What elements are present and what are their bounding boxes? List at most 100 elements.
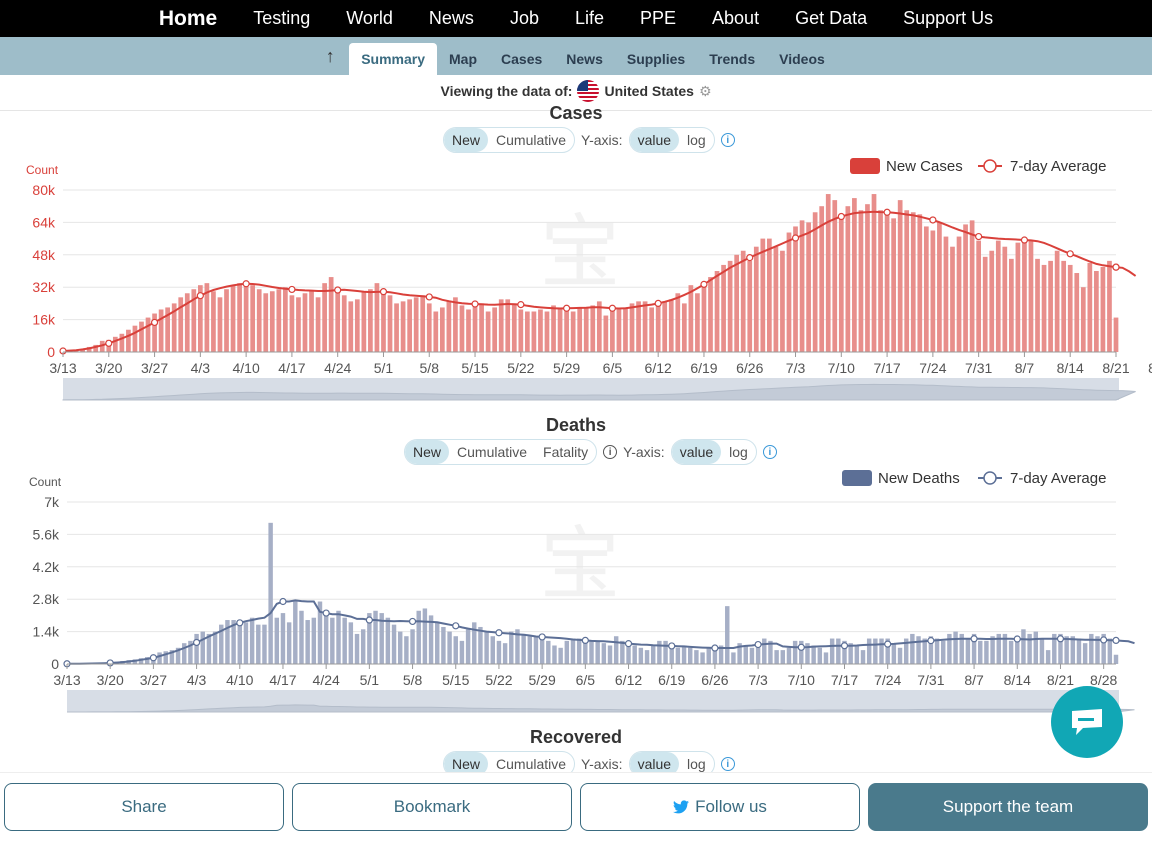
average-point[interactable] [746,254,754,262]
bar[interactable] [866,638,872,664]
bar[interactable] [564,309,569,352]
bar[interactable] [576,638,582,664]
bar[interactable] [527,636,533,664]
bar[interactable] [740,250,746,352]
bar[interactable] [891,218,896,352]
bar[interactable] [1008,258,1014,352]
bar[interactable] [1021,629,1026,664]
bar[interactable] [743,645,748,664]
bar[interactable] [632,645,637,664]
topnav-ppe[interactable]: PPE [640,8,677,28]
bar[interactable] [387,295,393,352]
average-point[interactable] [754,640,762,649]
bar[interactable] [511,303,517,352]
bar[interactable] [410,629,415,664]
bar[interactable] [163,651,168,664]
bar[interactable] [330,617,335,664]
bar[interactable] [472,622,477,664]
bar[interactable] [971,633,977,664]
bar[interactable] [381,291,386,352]
bar[interactable] [182,643,187,664]
tab-videos[interactable]: Videos [779,51,825,67]
bar[interactable] [217,297,223,352]
bar[interactable] [379,613,384,664]
topnav-about[interactable]: About [712,8,760,28]
bar[interactable] [990,636,995,664]
bar[interactable] [829,638,835,664]
bar[interactable] [219,624,224,664]
bar[interactable] [459,305,465,352]
bar[interactable] [601,643,607,664]
bar[interactable] [595,640,600,664]
bar[interactable] [484,631,489,664]
bar[interactable] [237,283,242,352]
bar[interactable] [688,285,694,352]
bar[interactable] [342,617,347,664]
recovered-scale-log[interactable]: log [687,756,706,772]
bar[interactable] [753,246,759,352]
bar[interactable] [1028,240,1034,352]
bar[interactable] [138,658,144,664]
average-point[interactable] [791,234,800,242]
average-point[interactable] [624,640,633,648]
bar[interactable] [348,301,354,352]
bar[interactable] [407,299,412,352]
bar[interactable] [86,346,92,352]
average-point[interactable] [797,643,805,651]
bar[interactable] [564,640,570,664]
bar[interactable] [492,307,498,352]
cases-mode-new[interactable]: New [444,128,489,152]
bar[interactable] [1070,636,1076,664]
bar[interactable] [280,613,286,664]
bar[interactable] [838,214,844,352]
bar[interactable] [642,301,648,352]
average-point[interactable] [379,288,388,296]
bar[interactable] [119,333,125,352]
bar[interactable] [737,643,742,664]
bar[interactable] [502,643,508,664]
bar[interactable] [950,246,955,352]
bar[interactable] [323,615,329,664]
bar[interactable] [546,640,551,664]
bar[interactable] [928,636,934,664]
bar[interactable] [348,622,354,664]
bar[interactable] [897,200,903,352]
bar[interactable] [603,315,609,352]
bar[interactable] [498,299,504,352]
bar[interactable] [230,285,236,352]
bar[interactable] [1082,643,1088,664]
bar[interactable] [596,301,602,352]
bar[interactable] [871,194,877,352]
bar[interactable] [175,647,181,664]
bar[interactable] [557,307,563,352]
bar[interactable] [283,287,288,352]
bar[interactable] [243,622,249,664]
bar[interactable] [521,633,526,664]
bar[interactable] [1067,264,1073,352]
bar[interactable] [400,301,406,352]
bar[interactable] [269,291,275,352]
tab-map[interactable]: Map [449,51,478,67]
bar[interactable] [394,303,399,352]
bar[interactable] [531,311,537,353]
bar[interactable] [852,198,857,352]
bar[interactable] [302,293,308,352]
bar[interactable] [1054,250,1060,352]
bar[interactable] [453,636,458,664]
bar[interactable] [930,230,936,353]
bar[interactable] [93,344,99,352]
bar[interactable] [413,297,419,352]
bar[interactable] [570,311,576,353]
bar[interactable] [439,307,445,352]
bar[interactable] [885,638,890,664]
average-point[interactable] [334,286,342,294]
bar[interactable] [404,636,409,664]
bar[interactable] [391,624,397,664]
bar[interactable] [328,277,334,352]
bar[interactable] [965,638,971,664]
bar[interactable] [139,321,144,352]
average-point[interactable] [840,642,849,650]
bar[interactable] [293,601,298,664]
average-point[interactable] [149,654,157,662]
bar[interactable] [466,309,471,352]
